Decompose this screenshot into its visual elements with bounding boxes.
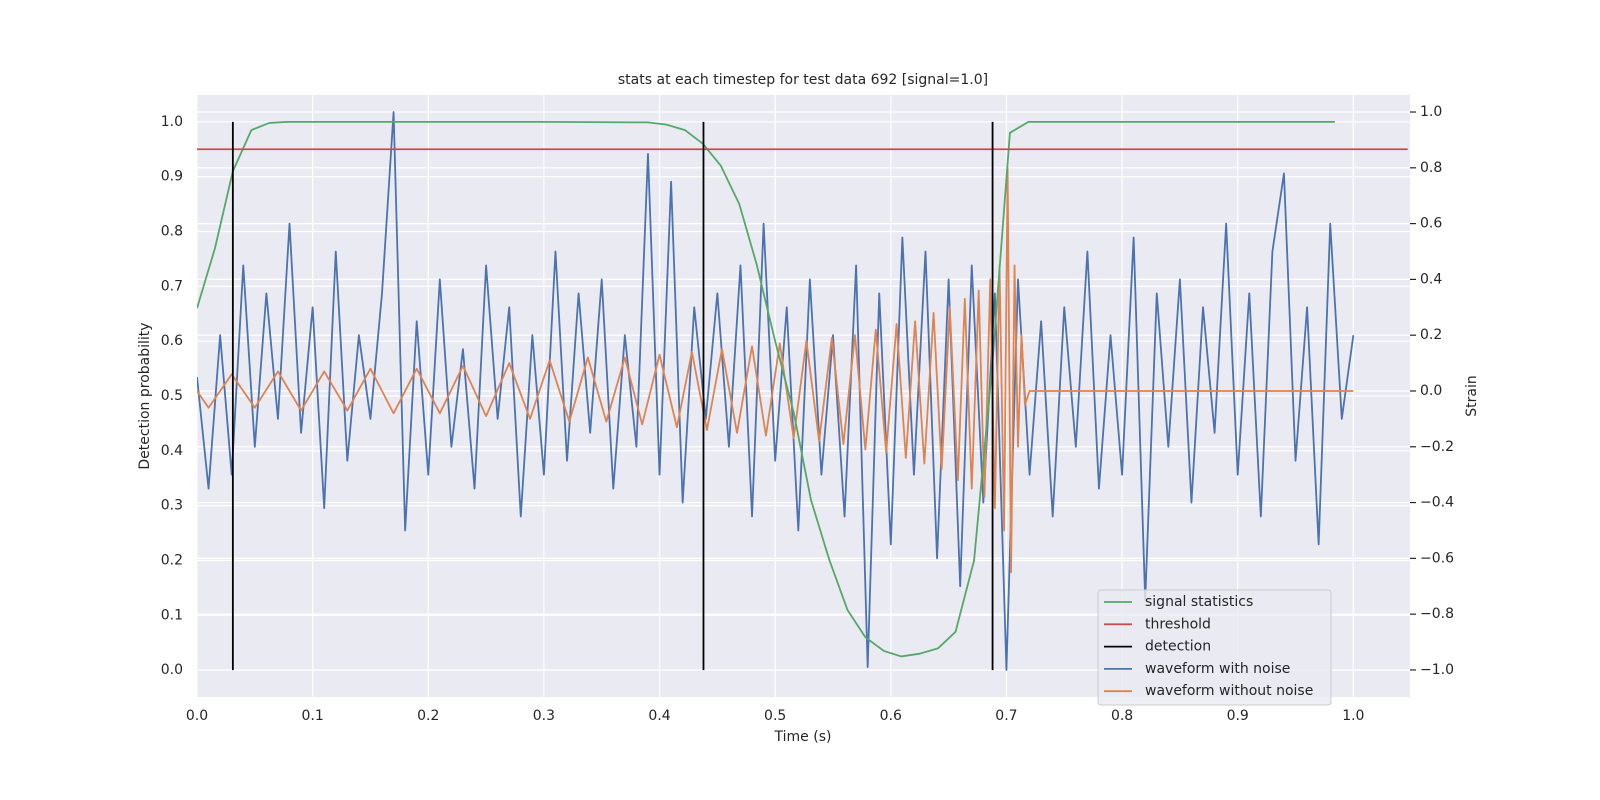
y2-tick-label: 0.6 — [1420, 216, 1442, 232]
y2-tick-label: −0.2 — [1420, 439, 1454, 455]
y2-tick-label: 0.4 — [1420, 271, 1442, 287]
y-tick-label: 0.1 — [161, 607, 183, 623]
y-tick-label: 0.4 — [161, 443, 183, 459]
x-tick-label: 0.9 — [1227, 708, 1249, 724]
legend-label: waveform with noise — [1145, 661, 1290, 677]
x-tick-label: 0.6 — [880, 708, 902, 724]
x-tick-label: 0.3 — [533, 708, 555, 724]
legend-label: detection — [1145, 639, 1211, 655]
legend-box — [1097, 589, 1332, 706]
y2-tick-label: 0.2 — [1420, 327, 1442, 343]
y2-tick-label: −1.0 — [1420, 662, 1454, 678]
series-line — [197, 120, 1335, 658]
y-tick-label: 0.0 — [161, 662, 183, 678]
y-tick-label: 1.0 — [161, 114, 183, 130]
y2-tick-label: −0.8 — [1420, 606, 1454, 622]
y2-axis-label: Strain — [1464, 375, 1480, 416]
x-axis-label: Time (s) — [774, 729, 832, 745]
y-axis-label: Detection probability — [137, 322, 153, 469]
x-tick-label: 0.8 — [1111, 708, 1133, 724]
y-tick-label: 0.7 — [161, 278, 183, 294]
x-tick-label: 0.5 — [764, 708, 786, 724]
y-tick-label: 0.5 — [161, 388, 183, 404]
x-tick-label: 1.0 — [1342, 708, 1364, 724]
legend-label: signal statistics — [1145, 594, 1253, 610]
y2-tick-label: 1.0 — [1420, 104, 1442, 120]
y-tick-label: 0.8 — [161, 224, 183, 240]
legend-label: threshold — [1145, 616, 1211, 632]
x-tick-label: 0.2 — [417, 708, 439, 724]
y-tick-label: 0.2 — [161, 552, 183, 568]
series-layer — [197, 111, 1408, 671]
grid — [196, 95, 1410, 697]
x-tick-label: 0.0 — [186, 708, 208, 724]
legend-label: waveform without noise — [1145, 683, 1313, 699]
chart-title: stats at each timestep for test data 692… — [618, 72, 988, 88]
y2-tick-label: −0.6 — [1420, 550, 1454, 566]
axes: 0.0 0.1 0.2 0.3 0.4 0.5 0.6 0.7 0.8 0.9 1.0 0.0 0.1 0… — [161, 104, 1454, 724]
x-tick-label: 0.4 — [648, 708, 670, 724]
y2-tick-label: 0.0 — [1420, 383, 1442, 399]
x-tick-label: 0.1 — [302, 708, 324, 724]
y-tick-label: 0.9 — [161, 169, 183, 185]
x-tick-label: 0.7 — [995, 708, 1017, 724]
y2-tick-label: 0.8 — [1420, 160, 1442, 176]
series-line — [197, 111, 1355, 671]
y-tick-label: 0.6 — [161, 333, 183, 349]
y-tick-label: 0.3 — [161, 498, 183, 514]
y2-tick-label: −0.4 — [1420, 495, 1454, 511]
legend: signal statistics threshold detection wavef… — [1097, 589, 1332, 706]
